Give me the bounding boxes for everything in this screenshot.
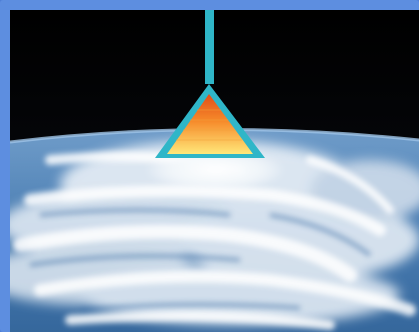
pyramid-beam-icon [155, 10, 265, 158]
hurricane-scene [10, 10, 419, 332]
scene-illustration [10, 10, 419, 332]
hurricane-cloud-icon [10, 140, 419, 330]
